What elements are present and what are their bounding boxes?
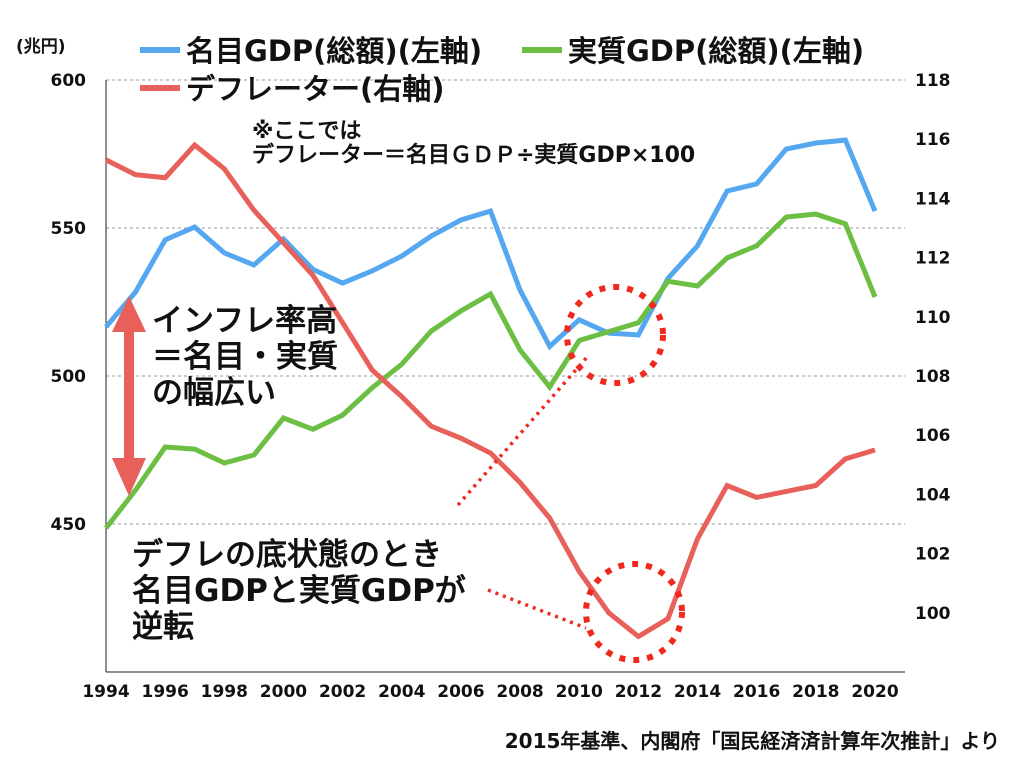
left-tick-label: 550 (51, 219, 87, 239)
note-line-1: ※ここでは (252, 119, 361, 144)
left-tick-label: 500 (51, 367, 87, 387)
x-tick-label: 2016 (733, 682, 780, 702)
legend: 名目GDP(総額)(左軸) 実質GDP(総額)(左軸) デフレーター(右軸) (140, 34, 864, 106)
x-tick-label: 1996 (141, 682, 188, 702)
gridlines (106, 79, 905, 525)
right-tick-label: 108 (915, 367, 951, 387)
deflation-annotation-1: デフレの底状態のとき (132, 537, 442, 573)
x-tick-label: 2008 (496, 682, 543, 702)
right-tick-label: 112 (915, 249, 951, 269)
right-tick-label: 118 (915, 71, 951, 91)
right-tick-label: 110 (915, 308, 951, 328)
right-tick-label: 100 (915, 604, 951, 624)
left-tick-label: 450 (51, 515, 87, 535)
x-tick-label: 2006 (437, 682, 484, 702)
legend-label-nominal: 名目GDP(総額)(左軸) (186, 34, 482, 68)
right-tick-label: 104 (915, 485, 951, 505)
inflation-annotation-1: インフレ率高 (152, 303, 337, 339)
right-tick-label: 114 (915, 189, 951, 209)
legend-label-deflator: デフレーター(右軸) (186, 72, 445, 106)
x-tick-label: 2012 (615, 682, 662, 702)
x-axis-ticks: 1994 1996 1998 2000 2002 2004 2006 2008 2010 2012… (82, 682, 898, 702)
left-axis-ticks: 600 550 500 450 (51, 71, 87, 535)
series-line-1 (104, 211, 878, 530)
right-tick-label: 102 (915, 545, 951, 565)
unit-label: (兆円) (16, 37, 66, 57)
x-tick-label: 2018 (792, 682, 839, 702)
deflation-annotation-3: 逆転 (132, 609, 194, 645)
inflation-annotation-2: ＝名目・実質 (152, 339, 338, 375)
note-line-2: デフレーター＝名目ＧＤＰ÷実質GDP×100 (252, 142, 695, 168)
right-tick-label: 106 (915, 426, 951, 446)
source-note: 2015年基準、内閣府「国民経済済計算年次推計」より (505, 729, 1000, 753)
x-tick-label: 1994 (82, 682, 129, 702)
right-axis-ticks: 118 116 114 112 110 108 106 104 102 100 (915, 71, 951, 624)
deflation-annotation-2: 名目GDPと実質GDPが (132, 573, 466, 609)
x-tick-label: 2002 (319, 682, 366, 702)
x-tick-label: 2010 (556, 682, 603, 702)
highlights (456, 284, 685, 663)
series-line-0 (104, 137, 878, 351)
legend-label-real: 実質GDP(総額)(左軸) (568, 34, 864, 68)
left-tick-label: 600 (51, 71, 87, 91)
x-tick-label: 2004 (378, 682, 425, 702)
series-lines (104, 137, 878, 640)
x-tick-label: 2014 (674, 682, 721, 702)
inflation-annotation-3: の幅広い (152, 375, 276, 411)
x-tick-label: 2000 (260, 682, 307, 702)
pointer-line-2 (487, 588, 587, 630)
series-line-2 (104, 141, 876, 640)
x-tick-label: 1998 (201, 682, 248, 702)
right-tick-label: 116 (915, 130, 951, 150)
highlight-circle-gdp (564, 284, 666, 386)
pointer-line-1 (456, 354, 590, 507)
x-tick-label: 2020 (851, 682, 898, 702)
highlight-circle-deflator (583, 561, 685, 663)
double-arrow (112, 296, 146, 496)
